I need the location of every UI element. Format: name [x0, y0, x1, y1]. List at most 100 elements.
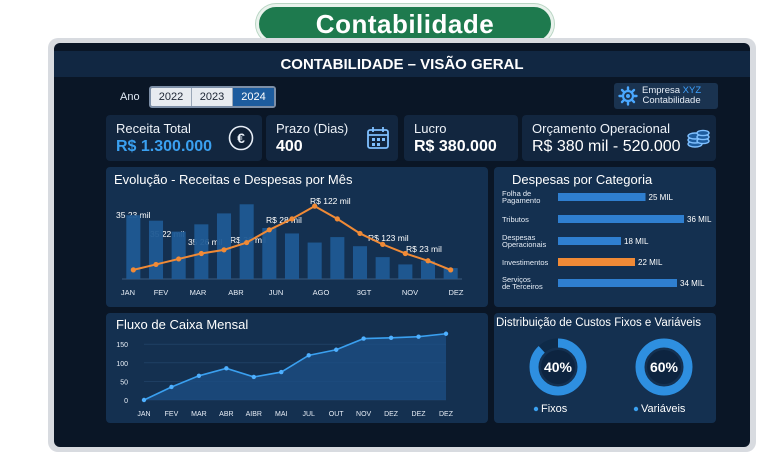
- expense-bar: [558, 193, 646, 201]
- expense-bar: [558, 279, 677, 287]
- legend-label: Fixos: [541, 403, 568, 415]
- cashflow-line: [143, 332, 447, 401]
- year-option-2024[interactable]: 2024: [233, 88, 274, 106]
- bar-label: 35 23 mil: [116, 210, 151, 220]
- company-badge[interactable]: Empresa XYZ Contabilidade: [614, 83, 718, 109]
- category-label: Despesas: [502, 233, 536, 242]
- svg-text:€: €: [237, 130, 245, 146]
- cashflow-area: [144, 333, 446, 400]
- expense-point: [448, 267, 454, 273]
- revenue-bar: [352, 246, 368, 279]
- x-tick-label: FEV: [154, 288, 169, 297]
- x-tick-label: MAI: [275, 411, 288, 418]
- expense-value: 18 MIL: [624, 237, 649, 246]
- donut-slice: [529, 338, 587, 396]
- kpi-value: R$ 380 mil - 520.000: [532, 138, 681, 155]
- expenses-panel: Despesas por Categoria Folha de Pagamento…: [494, 167, 716, 307]
- kpi-value: R$ 380.000: [414, 138, 497, 155]
- expense-point: [402, 250, 408, 257]
- dashboard-screen: CONTABILIDADE – VISÃO GERAL Ano 2022 202…: [54, 43, 750, 447]
- x-tick-label: JUN: [269, 288, 284, 297]
- cashflow-point: [333, 347, 339, 352]
- cashflow-title: Fluxo de Caixa Mensal: [116, 317, 249, 332]
- kpi-value: R$ 1.300.000: [116, 138, 213, 155]
- legend-dot: [533, 406, 539, 412]
- expense-point: [357, 230, 363, 237]
- x-tick-label: FEV: [165, 411, 179, 418]
- year-option-2023[interactable]: 2023: [192, 88, 233, 106]
- year-filter-label: Ano: [120, 91, 140, 103]
- kpi-label: Receita Total: [116, 121, 191, 136]
- evolution-panel: Evolução - Receitas e Despesas por Mês 3…: [106, 167, 488, 307]
- company-line1a: Empresa: [642, 85, 683, 96]
- kpi-card-term: Prazo (Dias) 400: [266, 115, 398, 161]
- expense-bar: [558, 215, 684, 223]
- bar-label: R$ 123 mil: [368, 233, 409, 243]
- cashflow-point: [141, 397, 147, 403]
- costs-title: Distribuição de Custos Fixos e Variáveis: [496, 317, 701, 329]
- x-tick-label: DEZ: [384, 411, 399, 418]
- kpi-label: Lucro: [414, 121, 447, 136]
- donut-hole: [647, 350, 681, 384]
- evolution-chart: JAN FEV MAR ABR JUN AGO 3GT NOV DEZ: [121, 203, 464, 297]
- cashflow-point: [443, 331, 449, 336]
- calendar-icon: [367, 127, 389, 149]
- cashflow-chart: 150 100 50 0 JAN FEV MAR ABR AIBR MAI JUL OUT NOV DEZ…: [116, 331, 454, 418]
- costs-chart: 40% Fixos 60% Variáveis: [529, 338, 693, 415]
- expense-point: [153, 261, 159, 268]
- x-tick-label: DEZ: [412, 411, 427, 418]
- year-filter: 2022 2023 2024: [149, 86, 276, 108]
- donut-hole: [541, 350, 575, 384]
- x-tick-label: NOV: [356, 411, 372, 418]
- kpi-card-profit: Lucro R$ 380.000: [404, 115, 518, 161]
- bar-label: R$ 23 mil: [406, 244, 442, 254]
- x-tick-label: ABR: [228, 288, 244, 297]
- cashflow-point: [224, 366, 229, 371]
- expense-bar: [558, 237, 621, 245]
- expense-point: [244, 239, 250, 246]
- expense-value: 36 MIL: [687, 215, 712, 224]
- category-label: Operacionais: [502, 240, 546, 249]
- x-tick-label: JAN: [121, 288, 135, 297]
- x-tick-label: MAR: [191, 411, 207, 418]
- x-tick-label: DEZ: [449, 288, 464, 297]
- bar-label: 35 22 mil: [150, 229, 185, 239]
- kpi-value: 400: [276, 138, 303, 155]
- x-tick-label: AIBR: [246, 411, 262, 418]
- euro-icon: €: [228, 125, 254, 151]
- y-tick-label: 150: [116, 342, 128, 349]
- x-tick-label: DEZ: [439, 411, 454, 418]
- cashflow-point: [196, 373, 202, 379]
- expense-point: [130, 267, 136, 273]
- expenses-title: Despesas por Categoria: [512, 172, 653, 187]
- expense-point: [334, 216, 340, 222]
- revenue-bar: [375, 257, 390, 279]
- y-tick-label: 0: [124, 398, 128, 405]
- expense-point: [289, 216, 295, 222]
- expense-point: [312, 203, 318, 209]
- company-line1b: XYZ: [682, 85, 702, 96]
- donut-value: 40%: [544, 359, 573, 375]
- revenue-bar: [126, 215, 141, 279]
- revenue-bar: [443, 268, 458, 279]
- company-line2: Contabilidade: [642, 95, 701, 106]
- expense-point: [266, 227, 272, 233]
- bar-label: R$ 28 mil: [266, 215, 302, 225]
- revenue-bar: [171, 231, 186, 279]
- category-label: Pagamento: [502, 196, 540, 205]
- evolution-title: Evolução - Receitas e Despesas por Mês: [114, 172, 353, 187]
- x-tick-label: AGO: [313, 288, 330, 297]
- expense-bar: [558, 258, 635, 266]
- year-option-2022[interactable]: 2022: [151, 88, 192, 106]
- kpi-card-revenue: Receita Total R$ 1.300.000 €: [106, 115, 262, 161]
- expense-point: [198, 250, 204, 257]
- category-label: de Terceiros: [502, 282, 543, 291]
- x-tick-label: JUL: [303, 411, 316, 418]
- x-tick-label: ABR: [219, 411, 233, 418]
- category-label: Serviços: [502, 275, 531, 284]
- category-label: Folha de: [502, 189, 531, 198]
- cashflow-point: [388, 335, 394, 341]
- expense-point: [176, 256, 182, 262]
- x-tick-label: OUT: [329, 411, 345, 418]
